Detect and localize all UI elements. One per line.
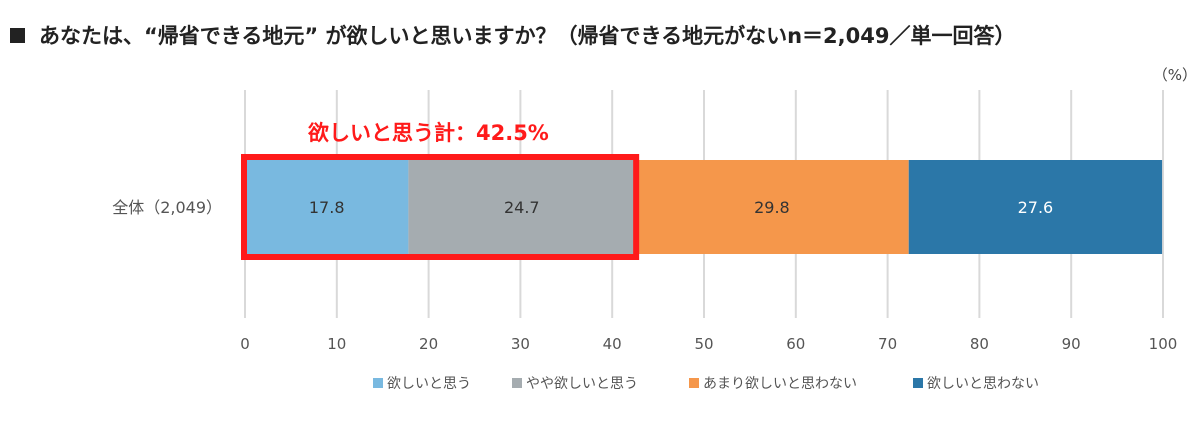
- legend-swatch: [373, 378, 383, 388]
- bar-segments: [245, 160, 1163, 254]
- x-tick-label: 100: [1149, 335, 1178, 353]
- bar-segment-3: [635, 160, 909, 254]
- x-tick-label: 20: [419, 335, 438, 353]
- x-axis-ticks: 0 10 20 30 40 50 60 70 80 90 100: [240, 335, 1177, 353]
- data-label: 17.8: [309, 198, 345, 217]
- legend-label: あまり欲しいと思わない: [703, 376, 857, 392]
- bar-segment-1: [245, 160, 409, 254]
- data-label: 27.6: [1018, 198, 1054, 217]
- x-tick-label: 80: [970, 335, 989, 353]
- highlight-box: [241, 154, 640, 260]
- annotation: 欲しいと思う計：42.5%: [241, 121, 640, 260]
- legend-swatch: [689, 378, 699, 388]
- x-tick-label: 30: [511, 335, 530, 353]
- x-tick-label: 0: [240, 335, 250, 353]
- legend-label: やや欲しいと思う: [526, 376, 638, 392]
- chart-title-row: あなたは、“帰省できる地元” が欲しいと思いますか？（帰省できる地元がないn＝2…: [10, 18, 1015, 52]
- annotation-text: 欲しいと思う計：42.5%: [307, 121, 549, 145]
- data-label: 24.7: [504, 198, 540, 217]
- category-label: 全体（2,049）: [112, 198, 222, 217]
- chart-title: あなたは、“帰省できる地元” が欲しいと思いますか？（帰省できる地元がないn＝2…: [39, 24, 1016, 48]
- bar-segment-2: [408, 160, 636, 254]
- x-tick-label: 10: [327, 335, 346, 353]
- legend-label: 欲しいと思わない: [927, 376, 1039, 392]
- x-tick-label: 40: [603, 335, 622, 353]
- title-square-icon: [10, 27, 25, 43]
- legend-label: 欲しいと思う: [387, 376, 471, 392]
- data-label: 29.8: [754, 198, 790, 217]
- unit-label: （%）: [1153, 66, 1197, 84]
- x-tick-label: 70: [878, 335, 897, 353]
- legend-swatch: [512, 378, 522, 388]
- x-tick-label: 60: [786, 335, 805, 353]
- x-tick-label: 90: [1062, 335, 1081, 353]
- bar-segment-4: [908, 160, 1163, 254]
- x-tick-label: 50: [694, 335, 713, 353]
- legend-swatch: [913, 378, 923, 388]
- data-labels: 17.8 24.7 29.8 27.6: [309, 198, 1053, 217]
- legend: 欲しいと思う やや欲しいと思う あまり欲しいと思わない 欲しいと思わない: [373, 376, 1039, 392]
